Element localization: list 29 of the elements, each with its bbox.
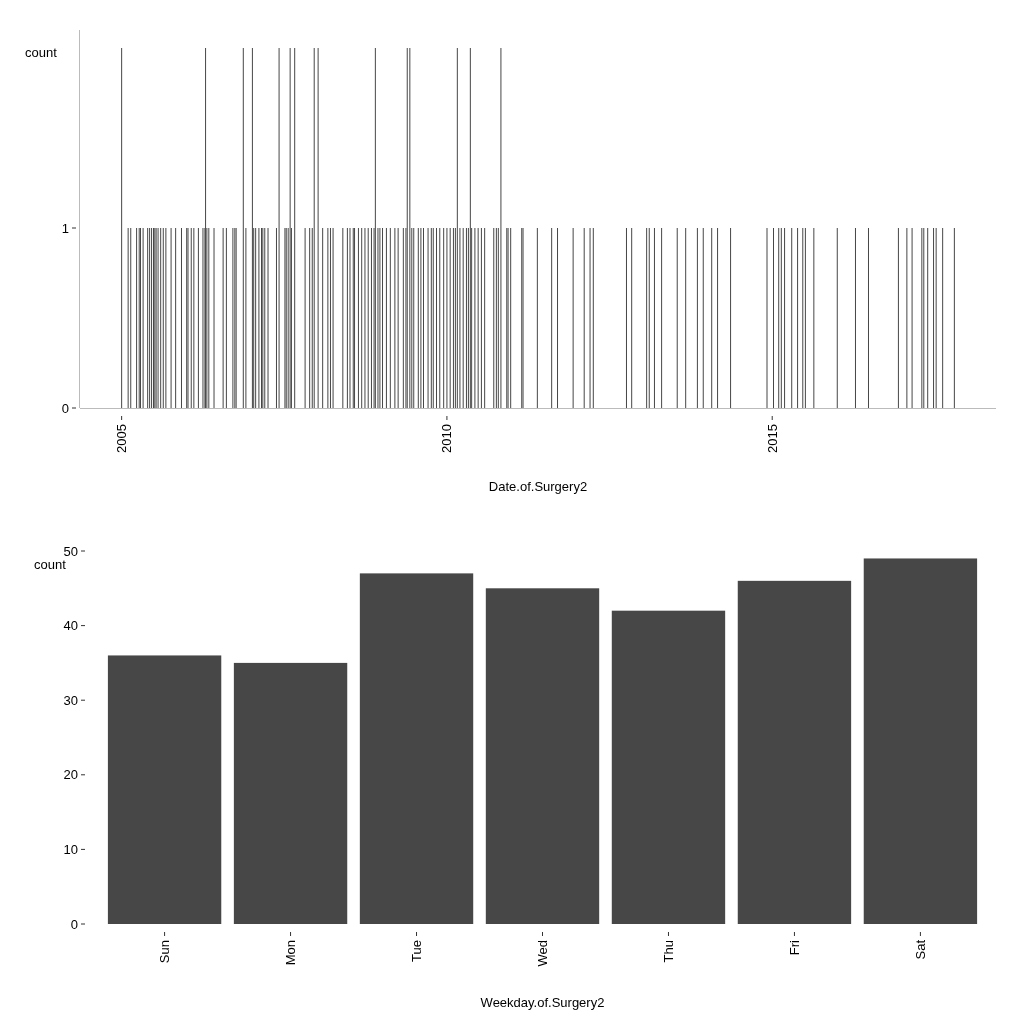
x-tick-label: Sun (157, 940, 173, 964)
y-tick-label: 0 (70, 916, 78, 932)
y-tick-label: 50 (63, 543, 78, 559)
y-tick-label: 40 (63, 618, 78, 634)
y-tick-label: 20 (63, 767, 78, 783)
y-tick-label: 10 (63, 841, 78, 857)
bar (737, 580, 852, 924)
y-axis-title: count (25, 45, 58, 60)
x-tick-label: Sat (912, 939, 928, 960)
bar (485, 588, 600, 924)
x-axis-title: Weekday.of.Surgery2 (480, 995, 605, 1010)
bar (611, 610, 726, 924)
x-tick-label: 2005 (114, 424, 130, 453)
x-tick-label: Tue (409, 940, 425, 962)
y-tick-label: 1 (61, 220, 69, 236)
x-tick-label: Fri (786, 939, 802, 956)
bar (107, 655, 222, 924)
y-tick-label: 0 (61, 400, 69, 416)
x-axis-title: Date.of.Surgery2 (488, 479, 588, 494)
bar (863, 558, 978, 924)
x-tick-label: Wed (535, 940, 551, 967)
x-tick-label: 2010 (439, 424, 455, 453)
x-tick-label: Mon (283, 940, 299, 966)
y-tick-label: 30 (63, 692, 78, 708)
bar (359, 573, 474, 924)
x-tick-label: 2015 (764, 424, 780, 453)
x-tick-label: Thu (661, 940, 677, 963)
y-axis-title: count (34, 557, 67, 572)
bar (233, 662, 348, 924)
